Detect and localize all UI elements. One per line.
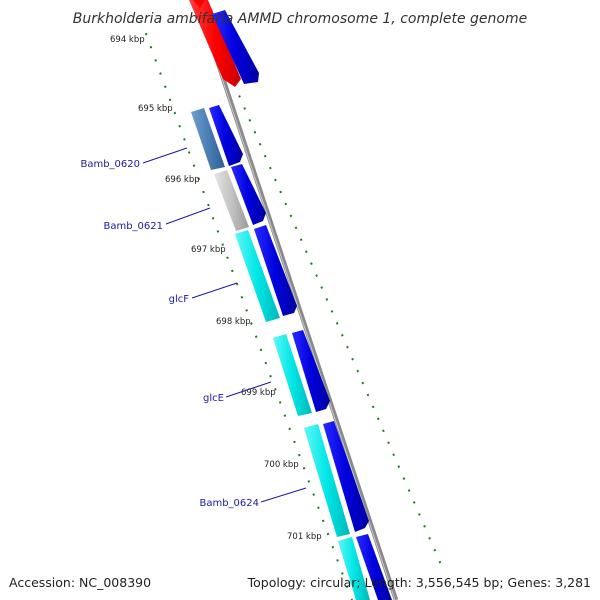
- cds-arrow-glcf: [254, 225, 297, 316]
- cds-arrow-next-partial: [356, 534, 392, 600]
- gene-glce[interactable]: [273, 334, 312, 416]
- red-feature-tip: [193, 0, 205, 8]
- leader-bamb-0620: [142, 147, 188, 164]
- tick-label-700: 700 kbp: [264, 460, 299, 470]
- gene-bamb-0624[interactable]: [304, 424, 350, 537]
- tick-label-694: 694 kbp: [110, 35, 145, 45]
- tick-labels: 694 kbp 695 kbp 696 kbp 697 kbp 698 kbp …: [110, 35, 322, 542]
- leader-glce: [225, 381, 272, 398]
- chromosome-backbone-highlight: [195, 0, 396, 600]
- cds-arrow-glce: [292, 330, 330, 412]
- tick-label-697: 697 kbp: [191, 245, 226, 255]
- gene-bamb-0621[interactable]: [214, 170, 249, 231]
- cds-arrow-bamb-0624: [323, 421, 369, 532]
- gene-label-bamb-0620[interactable]: Bamb_0620: [80, 159, 140, 170]
- tick-label-701: 701 kbp: [287, 532, 322, 542]
- topology-text: Topology: circular; Length: 3,556,545 bp…: [247, 575, 591, 590]
- accession-text: Accession: NC_008390: [9, 575, 151, 590]
- tick-label-699: 699 kbp: [241, 388, 276, 398]
- gene-label-leaders: [142, 147, 307, 503]
- tick-track: [140, 19, 353, 600]
- gene-label-glce[interactable]: glcE: [203, 393, 224, 404]
- tick-label-696: 696 kbp: [165, 175, 200, 185]
- gene-glcf[interactable]: [235, 230, 280, 322]
- cds-arrow-top: [212, 10, 259, 84]
- cds-arrow-bamb-0621: [231, 164, 266, 225]
- leader-bamb-0624: [260, 487, 307, 503]
- leader-glcf: [191, 282, 238, 299]
- gene-label-glcf[interactable]: glcF: [169, 294, 190, 305]
- map-title: Burkholderia ambifaria AMMD chromosome 1…: [73, 11, 527, 27]
- gene-label-bamb-0621[interactable]: Bamb_0621: [103, 221, 163, 232]
- cds-arrow-bamb-0620: [209, 105, 243, 166]
- gene-labels: Bamb_0620 Bamb_0621 glcF glcE Bamb_0624: [80, 159, 259, 509]
- gene-next-partial: [338, 537, 370, 600]
- tick-label-695: 695 kbp: [138, 104, 173, 114]
- red-feature: [189, 0, 241, 87]
- leader-bamb-0621: [165, 207, 211, 225]
- chromosome-backbone: [194, 0, 399, 600]
- gene-bamb-0620[interactable]: [191, 108, 225, 170]
- gene-label-bamb-0624[interactable]: Bamb_0624: [199, 498, 259, 509]
- tick-label-698: 698 kbp: [216, 317, 251, 327]
